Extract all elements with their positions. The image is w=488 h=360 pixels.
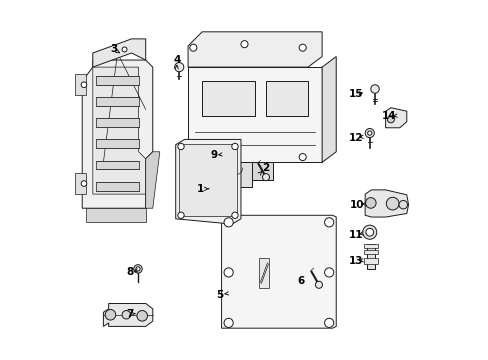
Polygon shape	[85, 208, 145, 222]
Circle shape	[224, 268, 233, 277]
Circle shape	[365, 129, 374, 138]
Polygon shape	[96, 182, 139, 190]
Polygon shape	[82, 60, 152, 208]
Circle shape	[299, 154, 305, 161]
Polygon shape	[188, 32, 322, 67]
Circle shape	[365, 198, 375, 208]
Circle shape	[365, 228, 373, 236]
Polygon shape	[93, 39, 145, 67]
Text: 10: 10	[349, 200, 364, 210]
Circle shape	[122, 311, 130, 319]
Polygon shape	[365, 190, 407, 217]
Text: 6: 6	[297, 275, 304, 285]
Text: 15: 15	[347, 89, 362, 99]
Bar	[363, 243, 377, 248]
Polygon shape	[189, 162, 205, 180]
Bar	[179, 144, 237, 216]
Polygon shape	[385, 108, 406, 128]
Circle shape	[324, 218, 333, 227]
Text: 8: 8	[126, 267, 133, 277]
Circle shape	[370, 85, 379, 93]
Text: 2: 2	[262, 163, 269, 173]
Circle shape	[231, 143, 238, 150]
Circle shape	[324, 268, 333, 277]
Circle shape	[137, 311, 147, 321]
Circle shape	[299, 44, 305, 51]
Circle shape	[122, 47, 127, 52]
Text: 7: 7	[126, 309, 133, 319]
Text: 12: 12	[347, 133, 362, 143]
Polygon shape	[145, 152, 160, 208]
Circle shape	[178, 143, 184, 150]
Text: 13: 13	[347, 256, 362, 266]
Circle shape	[189, 154, 197, 161]
Polygon shape	[75, 74, 85, 95]
Polygon shape	[251, 162, 272, 180]
Polygon shape	[96, 118, 139, 127]
Polygon shape	[223, 162, 251, 187]
Circle shape	[324, 318, 333, 328]
Polygon shape	[96, 97, 139, 106]
Text: 3: 3	[110, 45, 117, 54]
Circle shape	[189, 44, 197, 51]
Circle shape	[105, 310, 116, 320]
Circle shape	[362, 225, 376, 239]
Polygon shape	[75, 173, 85, 194]
Polygon shape	[221, 215, 336, 328]
Circle shape	[367, 131, 371, 135]
Bar	[265, 81, 307, 117]
Circle shape	[315, 281, 322, 288]
Text: 5: 5	[216, 290, 223, 300]
Bar	[363, 250, 377, 254]
Circle shape	[231, 212, 238, 219]
Polygon shape	[93, 67, 145, 194]
Circle shape	[224, 218, 233, 227]
Polygon shape	[96, 139, 139, 148]
Text: 9: 9	[210, 150, 218, 160]
Circle shape	[178, 212, 184, 219]
Bar	[366, 244, 374, 269]
Bar	[202, 81, 255, 117]
Polygon shape	[322, 57, 336, 162]
Text: 1: 1	[196, 184, 203, 194]
Text: 14: 14	[381, 112, 396, 121]
Polygon shape	[188, 67, 322, 162]
Circle shape	[224, 318, 233, 328]
Circle shape	[174, 63, 183, 72]
Circle shape	[386, 116, 394, 123]
Polygon shape	[103, 303, 152, 327]
Circle shape	[81, 82, 87, 87]
Circle shape	[386, 197, 398, 210]
Circle shape	[398, 201, 407, 209]
Bar	[258, 258, 269, 288]
Polygon shape	[175, 139, 241, 224]
Polygon shape	[96, 161, 139, 170]
Bar	[363, 258, 377, 264]
Text: 4: 4	[173, 55, 181, 65]
Circle shape	[81, 181, 87, 186]
Text: 11: 11	[347, 230, 362, 240]
Circle shape	[262, 174, 269, 181]
Circle shape	[136, 267, 140, 271]
Circle shape	[241, 41, 247, 48]
Polygon shape	[96, 76, 139, 85]
Circle shape	[133, 265, 142, 273]
